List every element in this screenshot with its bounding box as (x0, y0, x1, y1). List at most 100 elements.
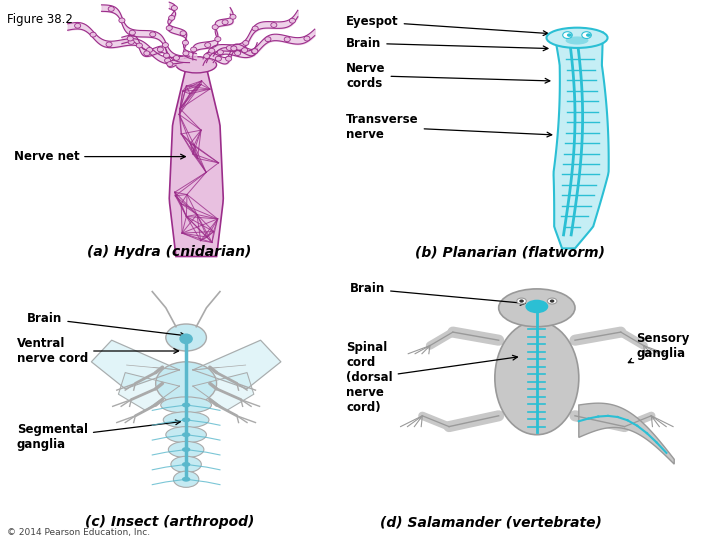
Text: Spinal
cord
(dorsal
nerve
cord): Spinal cord (dorsal nerve cord) (346, 341, 518, 415)
Ellipse shape (546, 28, 608, 48)
Text: (c) Insect (arthropod): (c) Insect (arthropod) (84, 515, 254, 529)
Ellipse shape (182, 432, 190, 437)
Ellipse shape (168, 16, 175, 21)
Ellipse shape (519, 299, 524, 302)
Ellipse shape (231, 46, 237, 51)
Ellipse shape (517, 298, 526, 304)
Polygon shape (193, 373, 253, 410)
Ellipse shape (182, 403, 190, 408)
Ellipse shape (567, 33, 572, 37)
Ellipse shape (225, 56, 232, 61)
Text: (d) Salamander (vertebrate): (d) Salamander (vertebrate) (380, 515, 602, 529)
Ellipse shape (130, 30, 135, 35)
Ellipse shape (499, 289, 575, 327)
Ellipse shape (176, 57, 217, 73)
Ellipse shape (165, 58, 171, 63)
Ellipse shape (168, 442, 204, 458)
Ellipse shape (182, 417, 190, 422)
Ellipse shape (174, 56, 179, 60)
Text: Nerve net: Nerve net (14, 150, 185, 163)
Ellipse shape (182, 447, 190, 452)
Ellipse shape (526, 300, 549, 313)
Ellipse shape (586, 33, 591, 37)
Ellipse shape (252, 49, 258, 53)
Ellipse shape (182, 477, 190, 482)
Polygon shape (118, 373, 179, 410)
Ellipse shape (161, 397, 212, 413)
Ellipse shape (563, 32, 572, 38)
Ellipse shape (222, 20, 228, 25)
Ellipse shape (226, 45, 233, 50)
Ellipse shape (566, 36, 588, 45)
Ellipse shape (230, 15, 236, 19)
Text: Segmental
ganglia: Segmental ganglia (17, 420, 180, 451)
Ellipse shape (495, 321, 579, 435)
Ellipse shape (289, 18, 295, 23)
Ellipse shape (163, 53, 169, 58)
Ellipse shape (171, 5, 177, 10)
Polygon shape (169, 68, 223, 256)
Ellipse shape (215, 56, 222, 61)
Ellipse shape (156, 362, 217, 405)
Text: Brain: Brain (346, 37, 548, 51)
Ellipse shape (163, 411, 209, 428)
Ellipse shape (241, 48, 248, 52)
Ellipse shape (128, 39, 134, 44)
Ellipse shape (284, 37, 290, 42)
Text: Ventral
nerve cord: Ventral nerve cord (17, 337, 179, 365)
Ellipse shape (204, 53, 210, 58)
Ellipse shape (90, 32, 96, 37)
Ellipse shape (271, 23, 277, 28)
Ellipse shape (235, 51, 240, 56)
Text: Transverse
nerve: Transverse nerve (346, 113, 552, 141)
Ellipse shape (204, 43, 211, 48)
Text: (a) Hydra (cnidarian): (a) Hydra (cnidarian) (87, 245, 251, 259)
Ellipse shape (265, 37, 271, 42)
Ellipse shape (179, 333, 193, 345)
Ellipse shape (251, 49, 258, 54)
Ellipse shape (209, 49, 215, 53)
Polygon shape (554, 32, 608, 248)
Ellipse shape (304, 36, 310, 41)
Ellipse shape (166, 25, 172, 30)
Ellipse shape (182, 40, 189, 45)
Ellipse shape (174, 471, 199, 488)
Ellipse shape (582, 32, 591, 38)
Ellipse shape (167, 62, 173, 66)
Ellipse shape (75, 23, 81, 28)
Ellipse shape (127, 36, 133, 41)
Ellipse shape (215, 37, 221, 42)
Text: Eyespot: Eyespot (346, 15, 548, 36)
Ellipse shape (547, 298, 557, 304)
Ellipse shape (144, 51, 150, 56)
Polygon shape (579, 403, 674, 464)
Ellipse shape (166, 324, 207, 351)
Ellipse shape (108, 6, 114, 11)
Ellipse shape (212, 25, 218, 30)
Ellipse shape (136, 43, 143, 48)
Ellipse shape (180, 31, 186, 36)
Ellipse shape (106, 42, 112, 47)
Ellipse shape (119, 18, 125, 23)
Ellipse shape (252, 26, 258, 31)
Polygon shape (91, 340, 179, 389)
Ellipse shape (183, 51, 189, 56)
Text: Brain: Brain (350, 282, 525, 305)
Ellipse shape (147, 48, 153, 52)
Ellipse shape (217, 50, 223, 55)
Text: © 2014 Pearson Education, Inc.: © 2014 Pearson Education, Inc. (7, 528, 150, 537)
Ellipse shape (243, 40, 249, 45)
Ellipse shape (157, 47, 163, 52)
Ellipse shape (550, 299, 554, 302)
Ellipse shape (182, 462, 190, 467)
Ellipse shape (171, 456, 202, 472)
Text: Nerve
cords: Nerve cords (346, 62, 550, 90)
Text: Brain: Brain (27, 312, 185, 338)
Text: Sensory
ganglia: Sensory ganglia (629, 332, 690, 363)
Text: Figure 38.2: Figure 38.2 (7, 14, 73, 26)
Polygon shape (193, 340, 281, 389)
Ellipse shape (166, 427, 207, 443)
Ellipse shape (191, 47, 197, 52)
Ellipse shape (162, 43, 168, 48)
Ellipse shape (150, 32, 156, 37)
